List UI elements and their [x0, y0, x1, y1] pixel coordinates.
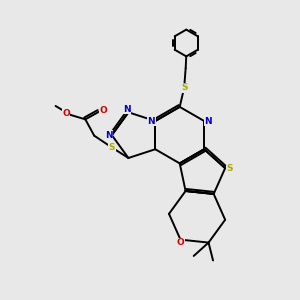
Text: N: N	[123, 105, 131, 114]
Text: S: S	[181, 83, 188, 92]
Text: O: O	[177, 238, 184, 247]
Text: O: O	[62, 109, 70, 118]
Text: O: O	[99, 106, 107, 115]
Text: S: S	[226, 164, 233, 173]
Text: N: N	[204, 116, 212, 125]
Text: N: N	[148, 116, 155, 125]
Text: N: N	[105, 130, 113, 140]
Text: S: S	[109, 143, 115, 152]
